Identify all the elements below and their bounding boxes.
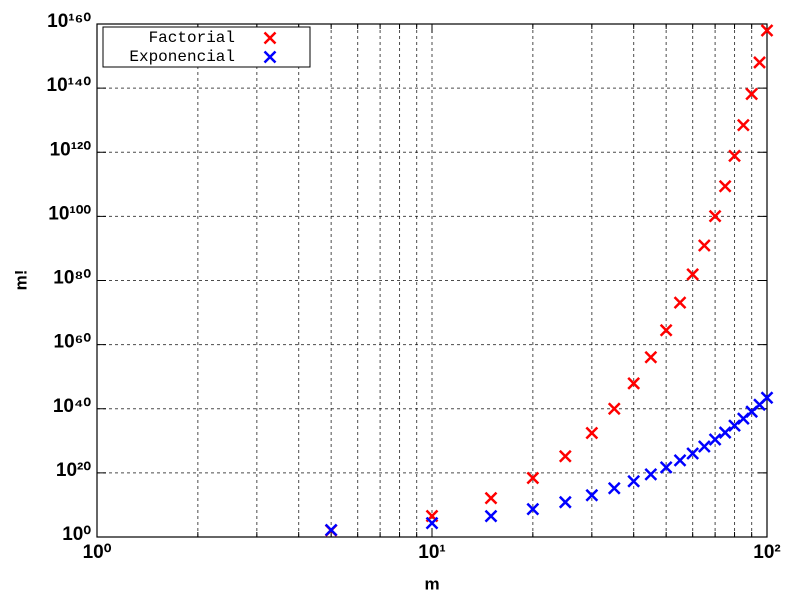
marker xyxy=(484,509,498,523)
y-tick-label: 10¹²⁰ xyxy=(50,139,92,160)
legend-marker xyxy=(263,31,277,45)
marker xyxy=(484,491,498,505)
legend-label: Exponencial xyxy=(129,48,235,66)
marker xyxy=(718,426,732,439)
y-tick-label: 10¹⁶⁰ xyxy=(47,11,91,32)
x-tick-label: 10⁰ xyxy=(83,542,112,563)
marker xyxy=(627,474,641,488)
marker xyxy=(697,440,711,453)
marker xyxy=(607,481,621,495)
marker xyxy=(760,391,774,405)
marker xyxy=(686,267,700,281)
marker xyxy=(659,323,673,337)
marker xyxy=(558,449,572,463)
marker xyxy=(708,209,722,223)
y-axis-label: m! xyxy=(11,270,30,291)
marker xyxy=(736,118,750,132)
marker xyxy=(607,402,621,416)
marker xyxy=(558,495,572,509)
marker xyxy=(644,350,658,364)
y-tick-label: 10¹⁴⁰ xyxy=(47,75,92,96)
marker xyxy=(526,471,540,485)
y-tick-label: 10⁸⁰ xyxy=(53,268,91,289)
legend-marker xyxy=(263,50,277,64)
marker xyxy=(708,433,722,446)
marker xyxy=(627,376,641,390)
x-tick-label: 10¹ xyxy=(418,542,445,563)
marker xyxy=(673,454,687,467)
marker xyxy=(585,488,599,502)
y-tick-label: 10²⁰ xyxy=(56,460,91,481)
marker xyxy=(753,56,766,69)
marker xyxy=(324,523,338,537)
marker xyxy=(697,239,711,252)
marker xyxy=(728,149,741,163)
marker xyxy=(659,460,673,474)
y-tick-label: 10⁴⁰ xyxy=(53,396,92,417)
plot-frame xyxy=(96,23,768,538)
y-tick-label: 10⁶⁰ xyxy=(54,332,92,353)
marker xyxy=(425,516,439,530)
marker xyxy=(673,296,687,309)
y-tick-label: 10¹⁰⁰ xyxy=(48,203,91,224)
marker xyxy=(686,447,700,460)
marker xyxy=(718,179,732,193)
marker xyxy=(644,467,658,481)
legend-label: Factorial xyxy=(149,29,235,47)
x-axis-label: m xyxy=(424,574,439,593)
marker xyxy=(526,502,540,516)
x-tick-label: 10² xyxy=(753,542,780,563)
marker xyxy=(760,24,774,37)
y-tick-label: 10⁰ xyxy=(62,524,91,545)
marker xyxy=(585,426,599,440)
marker xyxy=(728,419,741,432)
marker xyxy=(745,87,759,101)
